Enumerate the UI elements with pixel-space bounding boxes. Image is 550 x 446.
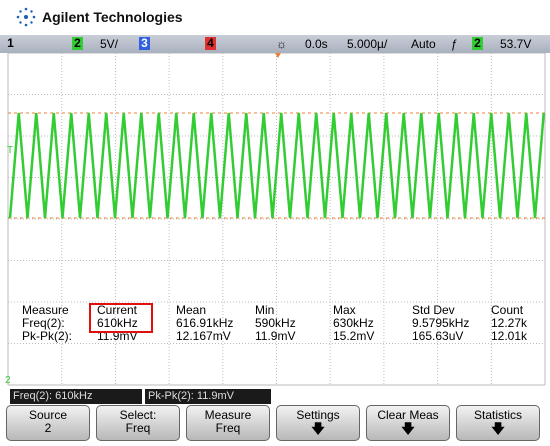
table-cell: 12.167mV	[176, 329, 231, 343]
column-header: Count	[491, 303, 524, 317]
ch2-scale: 5V/	[100, 37, 119, 51]
channel-1[interactable]: 1	[7, 36, 14, 50]
trigger-icon: ☼	[276, 37, 287, 51]
column-header: Measure	[22, 303, 69, 317]
column-header: Max	[333, 303, 356, 317]
softkey-arrow: 🡇	[401, 421, 415, 436]
softkey-value: Freq	[215, 421, 241, 435]
table-cell: Freq(2):	[22, 316, 65, 330]
softkey-arrow: 🡇	[491, 421, 505, 436]
trigger-level: 53.7V	[500, 37, 532, 51]
readout: Freq(2): 610kHz	[10, 389, 142, 404]
softkey[interactable]: Select: Freq	[96, 405, 180, 441]
table-cell: 590kHz	[255, 316, 296, 330]
trigger-source[interactable]: 2	[472, 37, 483, 50]
column-header: Min	[255, 303, 275, 317]
column-header: Current	[97, 303, 138, 317]
channel-2[interactable]: 2	[72, 37, 83, 50]
softkey-label: Statistics	[473, 408, 522, 422]
screen: T2	[5, 53, 546, 386]
column-header: Std Dev	[412, 303, 455, 317]
table-cell: 15.2mV	[333, 329, 375, 343]
trigger-slope: ƒ	[451, 37, 458, 51]
softkey-value: 2	[44, 421, 52, 435]
softkey[interactable]: Statistics 🡇	[456, 405, 540, 441]
brand: Agilent Technologies	[42, 9, 183, 25]
table-cell: 616.91kHz	[176, 316, 234, 330]
channel-3[interactable]: 3	[139, 37, 150, 50]
table-cell: 12.27k	[491, 316, 528, 330]
table-cell: 11.9mV	[255, 329, 296, 343]
logo	[16, 7, 36, 27]
softkey-label: Clear Meas	[377, 408, 439, 422]
softkey-label: Select:	[119, 408, 157, 422]
timebase: 5.000µ/	[347, 37, 388, 51]
highlight-box	[89, 303, 153, 333]
softkey-label: Settings	[296, 408, 340, 422]
status-bar: 1 2 5V/ 3 4 ☼ 0.0s 5.000µ/ Auto ƒ 2 53.7…	[0, 35, 550, 53]
table-cell: 165.63uV	[412, 329, 464, 343]
softkey-label: Measure	[204, 408, 252, 422]
softkey-arrow: 🡇	[311, 421, 325, 436]
softkey[interactable]: Source 2	[6, 405, 90, 441]
column-header: Mean	[176, 303, 207, 317]
ground-marker: 2	[5, 375, 11, 386]
softkey-value: Freq	[125, 421, 151, 435]
table-cell: Pk-Pk(2):	[22, 329, 73, 343]
softkey-label: Source	[28, 408, 68, 422]
table-cell: 630kHz	[333, 316, 374, 330]
trigger-mode: Auto	[411, 37, 436, 51]
table-cell: 9.5795kHz	[412, 316, 470, 330]
waveform	[8, 112, 545, 219]
delay: 0.0s	[305, 37, 328, 51]
table-cell: 610kHz	[97, 316, 138, 330]
table-cell: 12.01k	[491, 329, 528, 343]
softkey[interactable]: Measure Freq	[186, 405, 270, 441]
trigger-pointer	[275, 53, 281, 58]
trigger-marker: T	[7, 145, 13, 156]
softkey[interactable]: Settings 🡇	[276, 405, 360, 441]
readout: Pk-Pk(2): 11.9mV	[145, 389, 271, 404]
channel-4[interactable]: 4	[205, 37, 216, 50]
softkey[interactable]: Clear Meas 🡇	[366, 405, 450, 441]
